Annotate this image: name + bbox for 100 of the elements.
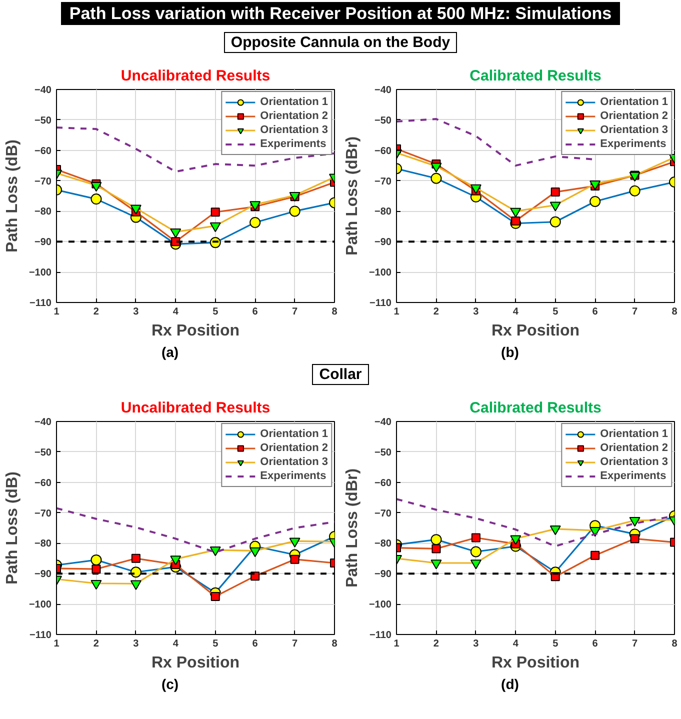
y-tick-label: −80: [34, 206, 52, 218]
x-tick-label: 3: [133, 306, 140, 318]
text: Path Loss variation with Receiver Position at 500 MHz: Simulations: [61, 2, 620, 25]
point: [471, 533, 480, 542]
point: [250, 547, 261, 558]
x-tick-label: 8: [672, 638, 678, 650]
point: [289, 206, 300, 217]
x-tick-label: 2: [433, 638, 440, 650]
point: [590, 550, 600, 560]
legend-label: Orientation 1: [600, 427, 668, 441]
y-tick-label: −110: [370, 298, 392, 309]
x-axis-title: Rx Position: [151, 322, 240, 340]
x-tick-label: 1: [394, 638, 400, 650]
x-tick-label: 8: [332, 638, 338, 650]
point: [130, 580, 142, 590]
point: [430, 162, 442, 172]
point: [92, 564, 101, 574]
x-tick-label: 4: [512, 638, 519, 650]
point: [290, 554, 300, 564]
x-tick-label: 5: [212, 638, 219, 650]
x-tick-label: 3: [473, 638, 480, 650]
text: Opposite Cannula on the Body: [224, 32, 458, 53]
legend-label: Orientation 1: [260, 95, 328, 109]
legend-label: Orientation 3: [260, 123, 328, 137]
y-tick-label: −90: [34, 569, 52, 580]
x-tick-label: 6: [252, 638, 258, 650]
y-tick-label: −70: [34, 508, 52, 520]
point: [470, 560, 482, 570]
x-tick-label: 4: [172, 306, 179, 318]
point: [430, 534, 442, 546]
x-tick-label: 8: [672, 306, 678, 318]
point: [289, 538, 300, 548]
text: (a): [160, 343, 180, 362]
point: [171, 237, 180, 246]
line-series: [396, 498, 674, 548]
point: [250, 216, 261, 228]
y-tick-label: −50: [374, 447, 392, 458]
legend-label: Orientation 3: [260, 455, 328, 469]
chart-title: Calibrated Results: [470, 400, 602, 416]
point: [210, 592, 220, 601]
point: [90, 182, 102, 192]
y-tick-label: −60: [34, 478, 52, 489]
y-tick-label: −60: [34, 146, 52, 157]
x-tick-label: 5: [552, 306, 559, 318]
chart-title: Calibrated Results: [470, 68, 602, 84]
point: [430, 172, 442, 184]
y-tick-label: −80: [34, 538, 52, 550]
y-tick-label: −110: [30, 298, 52, 309]
point: [629, 185, 640, 196]
y-tick-label: −40: [34, 417, 52, 428]
legend-label: Orientation 2: [260, 441, 328, 455]
point: [170, 556, 182, 566]
legend-label: Experiments: [600, 137, 666, 151]
legend-label: Experiments: [600, 469, 666, 483]
y-tick-label: −50: [34, 115, 52, 126]
x-tick-label: 2: [93, 306, 100, 318]
y-tick-label: −70: [374, 176, 392, 188]
point: [470, 546, 482, 558]
x-axis-title: Rx Position: [491, 654, 580, 672]
point: [550, 526, 561, 536]
x-axis-title: Rx Position: [151, 654, 240, 672]
point: [510, 208, 522, 218]
point: [130, 204, 142, 214]
point: [131, 554, 140, 563]
y-tick-label: −50: [374, 115, 392, 126]
y-tick-label: −50: [34, 447, 52, 458]
y-tick-label: −70: [374, 508, 392, 520]
point: [550, 216, 561, 228]
legend-label: Orientation 2: [600, 441, 668, 455]
y-tick-label: −80: [374, 538, 392, 550]
y-tick-label: −90: [374, 237, 392, 248]
x-axis-title: Rx Position: [491, 322, 580, 340]
point: [550, 202, 561, 212]
point: [630, 534, 640, 544]
legend-label: Orientation 2: [260, 109, 328, 123]
x-tick-label: 2: [93, 638, 100, 650]
legend-label: Orientation 3: [600, 123, 668, 137]
y-tick-label: −110: [30, 630, 52, 641]
text: Collar: [312, 364, 369, 385]
point: [130, 566, 142, 578]
y-tick-label: −90: [374, 569, 392, 580]
y-tick-label: −90: [34, 237, 52, 248]
y-tick-label: −60: [374, 146, 392, 157]
legend-label: Experiments: [260, 137, 326, 151]
point: [511, 216, 520, 226]
text: (b): [500, 343, 520, 362]
y-tick-label: −80: [374, 206, 392, 218]
point: [210, 222, 221, 232]
point: [430, 560, 442, 570]
chart-title: Uncalibrated Results: [120, 400, 270, 416]
x-tick-label: 6: [252, 306, 258, 318]
legend-label: Orientation 2: [600, 109, 668, 123]
x-tick-label: 7: [632, 638, 638, 650]
x-tick-label: 6: [592, 638, 598, 650]
point: [210, 546, 221, 556]
point: [510, 535, 522, 545]
x-tick-label: 7: [292, 638, 298, 650]
y-tick-label: −70: [34, 176, 52, 188]
point: [550, 188, 560, 197]
x-tick-label: 1: [394, 306, 400, 318]
